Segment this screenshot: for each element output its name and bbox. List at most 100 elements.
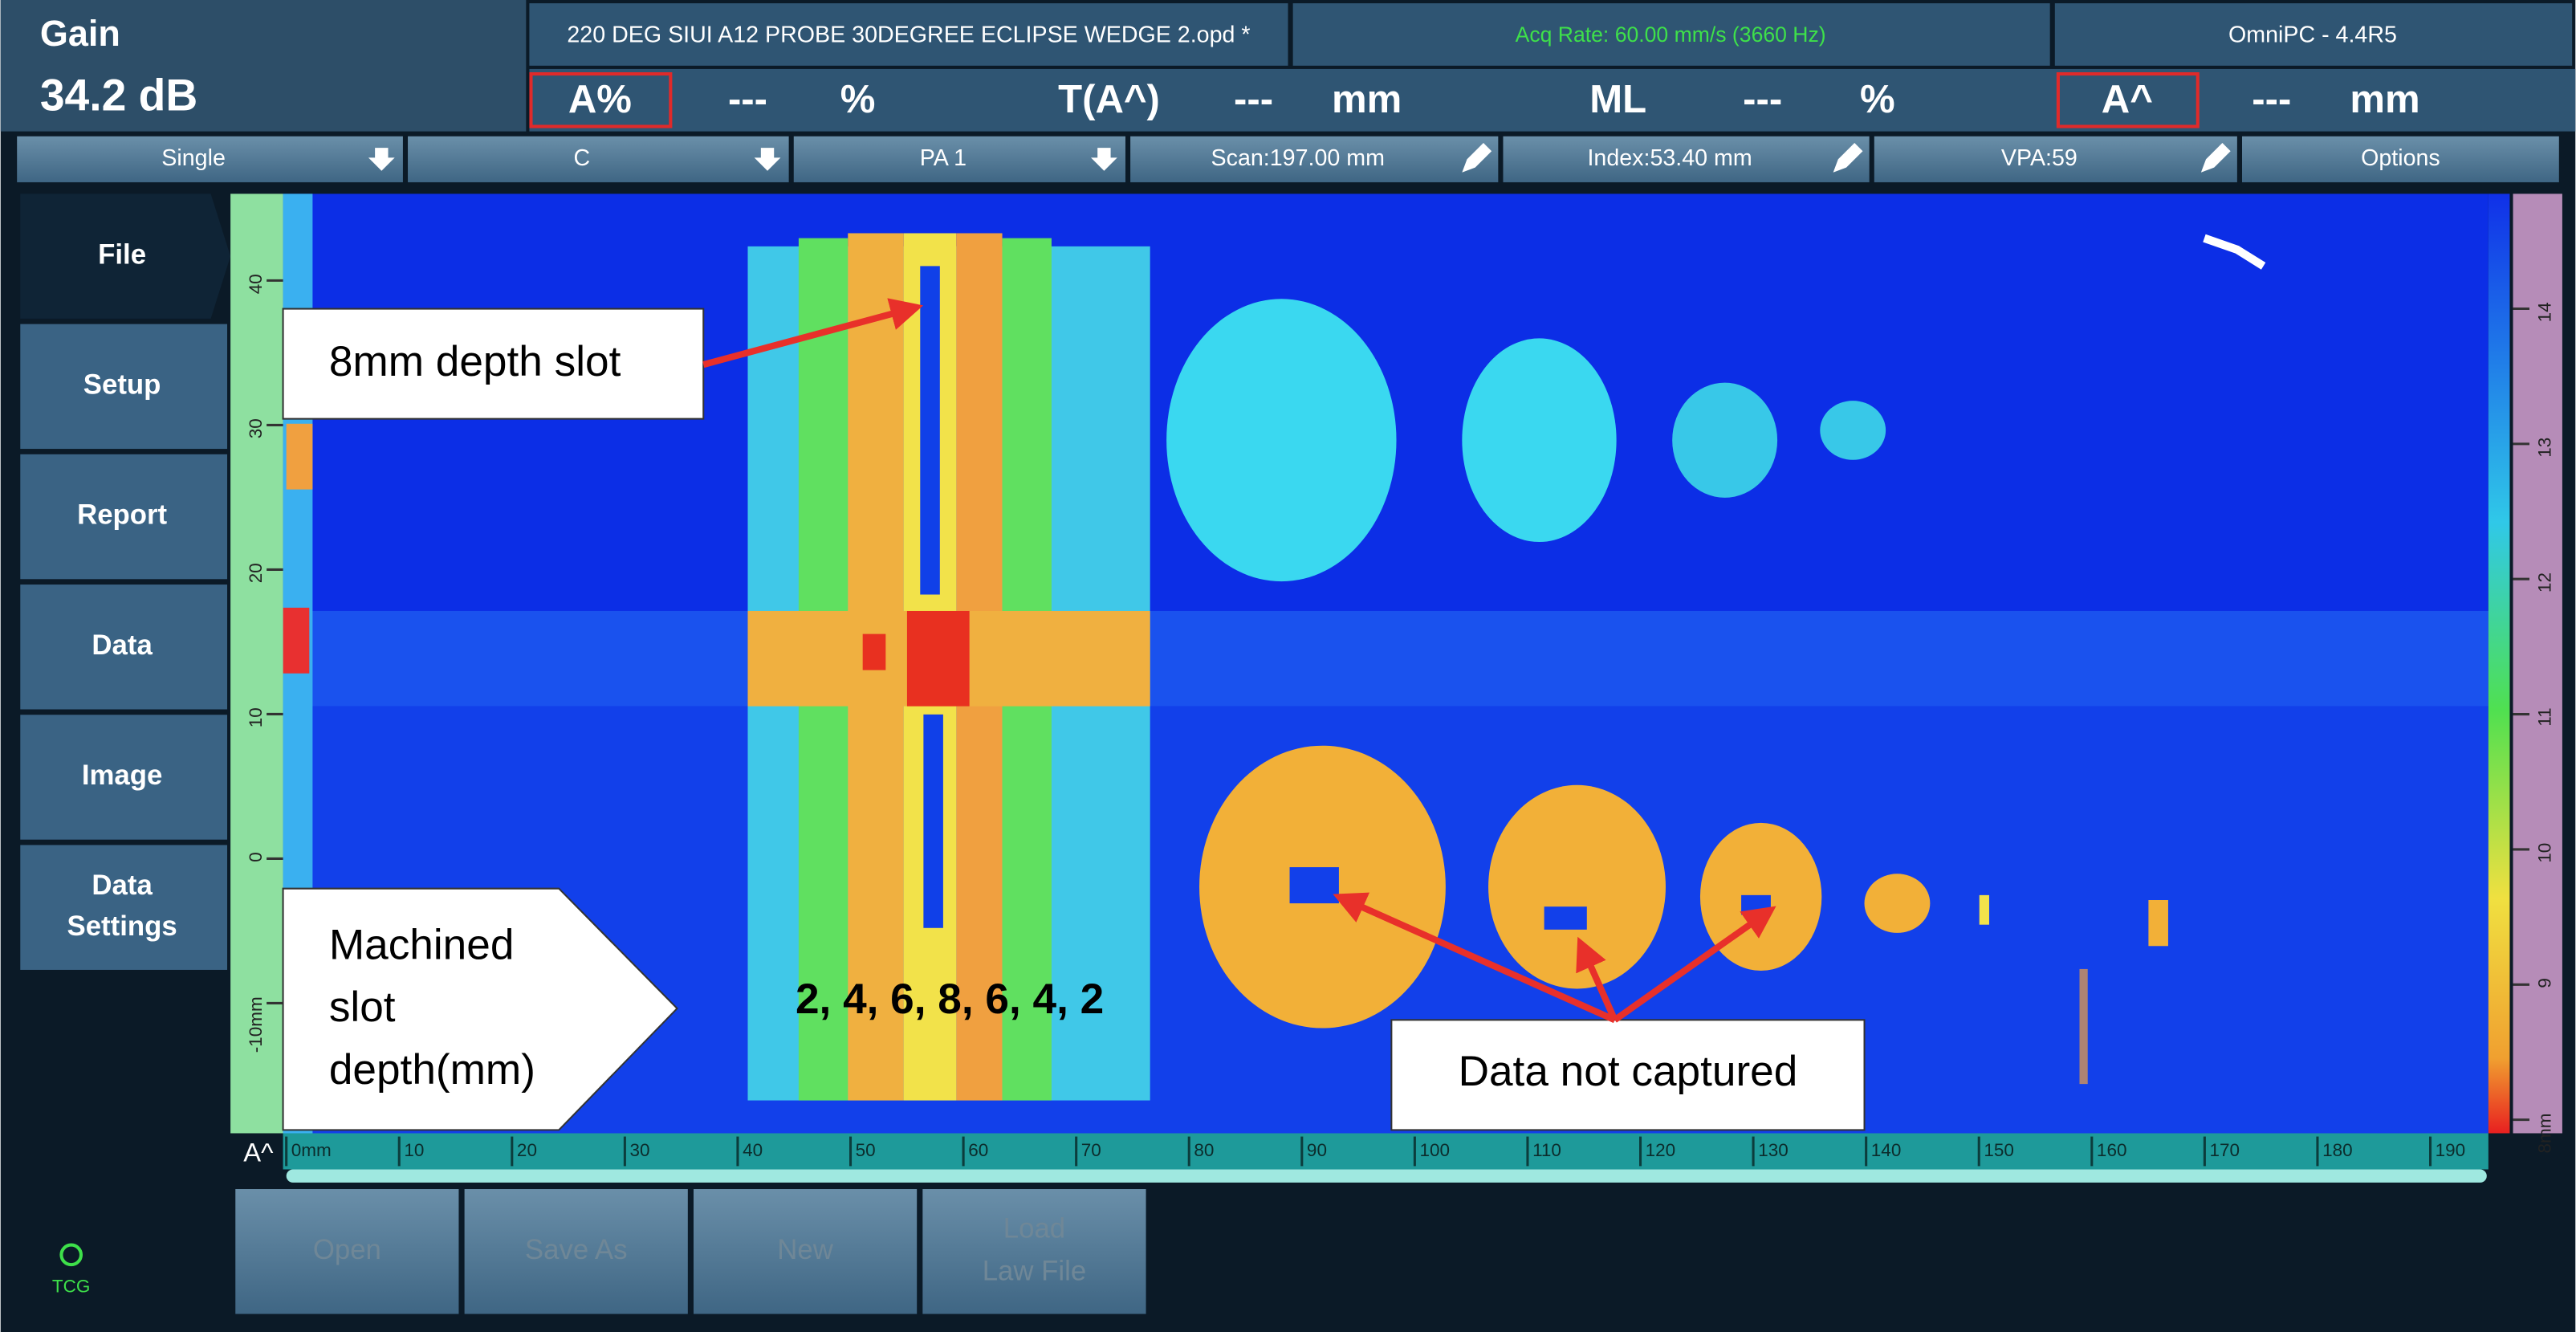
scan-tick-label: 70	[1081, 1140, 1101, 1160]
callout-line: depth(mm)	[329, 1046, 535, 1094]
menu-button[interactable]	[20, 324, 228, 450]
depth-tick-label: 8mm	[2534, 1113, 2554, 1153]
menu-label: Data	[92, 870, 153, 901]
band	[283, 610, 2489, 707]
center-spot	[862, 633, 886, 670]
reading: A^	[2102, 78, 2153, 121]
side-menu: File Setup Report Data Image Data Settings	[20, 193, 231, 970]
readings-bar	[529, 68, 2576, 132]
palette	[2488, 193, 2510, 1134]
function-button[interactable]	[693, 1189, 918, 1314]
callout	[1390, 1019, 1866, 1131]
function-label: Law File	[983, 1257, 1086, 1287]
reading: ---	[1234, 78, 1273, 121]
toolbar-button[interactable]	[17, 136, 403, 183]
acq-rate: Acq Rate: 60.00 mm/s (3660 Hz)	[1516, 22, 1826, 47]
scan-tick-label: 20	[517, 1140, 537, 1160]
scan-tick-label: 190	[2436, 1140, 2466, 1160]
index-ruler	[230, 193, 283, 1134]
depth-tick-label: 10	[2534, 843, 2554, 863]
scan-tick-label: 160	[2097, 1140, 2127, 1160]
function-label: New	[777, 1235, 833, 1265]
reading: ---	[2252, 78, 2291, 121]
scroll-bar[interactable]	[286, 1169, 2487, 1183]
edit-icon	[2200, 142, 2231, 173]
function-button[interactable]	[235, 1189, 459, 1314]
missing-data	[1544, 906, 1587, 930]
slot-gap	[920, 266, 940, 595]
menu-label: File	[98, 239, 146, 270]
index-tick-label: 20	[246, 563, 266, 583]
version-cell	[2054, 3, 2573, 66]
menu-button[interactable]	[20, 585, 228, 710]
readings: A% ---% T(A^) --- mm ML ---% A^ --- mm	[568, 78, 2420, 121]
scan-tick-label: 0mm	[291, 1140, 332, 1160]
menu-button[interactable]	[20, 715, 228, 840]
hole-bottom	[1864, 874, 1931, 933]
gain-label: Gain	[40, 13, 120, 54]
toolbar-button[interactable]	[1503, 136, 1870, 183]
scan-tick-label: 170	[2210, 1140, 2240, 1160]
reading: mm	[1332, 78, 1402, 121]
callout-line: slot	[329, 984, 396, 1031]
toolbar: Single C PA 1 Scan:197.00 mm Index:53.40 mm V…	[17, 136, 2559, 183]
arrow	[702, 298, 924, 369]
function-button[interactable]	[922, 1189, 1146, 1314]
menu-button[interactable]	[20, 454, 228, 580]
spot	[2148, 900, 2168, 947]
reading: ---	[1743, 78, 1782, 121]
toolbar-button[interactable]	[1130, 136, 1499, 183]
gain-panel[interactable]	[0, 0, 527, 132]
version: OmniPC - 4.4R5	[2228, 22, 2397, 48]
scan-tick-label: 180	[2322, 1140, 2353, 1160]
toolbar-button[interactable]	[2242, 136, 2559, 183]
menu-button[interactable]	[20, 845, 228, 970]
toolbar-label: Single	[161, 145, 226, 171]
depth-list: 2, 4, 6, 8, 6, 4, 2	[796, 976, 1104, 1023]
reading: A%	[568, 78, 632, 121]
gain-value: 34.2 dB	[40, 70, 197, 120]
hole-top	[1166, 299, 1397, 582]
spot	[2079, 968, 2088, 1085]
scan-tick-label: 140	[1871, 1140, 1902, 1160]
function-label: Save As	[525, 1235, 628, 1265]
reading: ML	[1589, 78, 1646, 121]
menu-label: Settings	[67, 911, 177, 942]
menu-label: Image	[82, 760, 162, 791]
scan-tick-label: 150	[1984, 1140, 2014, 1160]
callout-line: Machined	[329, 921, 515, 968]
toolbar-button[interactable]	[793, 136, 1125, 183]
scan-tick-label: 110	[1532, 1140, 1561, 1160]
menu-label: Setup	[83, 370, 161, 401]
index-tick-label: 40	[246, 274, 266, 294]
callout	[282, 887, 678, 1131]
arrow	[1333, 892, 1617, 1024]
depth-ruler	[2513, 193, 2562, 1134]
depth-tick-label: 12	[2534, 572, 2554, 593]
function-button[interactable]	[464, 1189, 688, 1314]
reading: T(A^)	[1058, 78, 1160, 121]
menu-button-active[interactable]	[20, 193, 231, 319]
arrow	[1576, 936, 1618, 1022]
status-icon	[59, 1243, 83, 1267]
reading: ---	[728, 78, 767, 121]
scan-tick-label: 30	[630, 1140, 650, 1160]
depth-tick-label: 9	[2534, 978, 2554, 988]
depth-tick-label: 14	[2534, 302, 2554, 322]
scan-tick-label: 80	[1194, 1140, 1214, 1160]
toolbar-button[interactable]	[1874, 136, 2237, 183]
scan-tick-label: 50	[856, 1140, 876, 1160]
edge-spot	[283, 607, 310, 674]
menu-label: Data	[92, 630, 153, 661]
index-tick-label: -10mm	[246, 996, 266, 1053]
depth-tick-label: 11	[2534, 707, 2554, 726]
edge-spot	[286, 423, 313, 490]
spot	[1979, 894, 1989, 925]
callout-text: Machined slot depth(mm)	[329, 921, 535, 1093]
scan-tick-label: 100	[1420, 1140, 1451, 1160]
scan-tick-label: 90	[1307, 1140, 1327, 1160]
missing-data	[1289, 867, 1339, 904]
scan-tick-label: 60	[968, 1140, 988, 1160]
toolbar-button[interactable]	[408, 136, 789, 183]
hole-bottom	[1488, 784, 1666, 989]
